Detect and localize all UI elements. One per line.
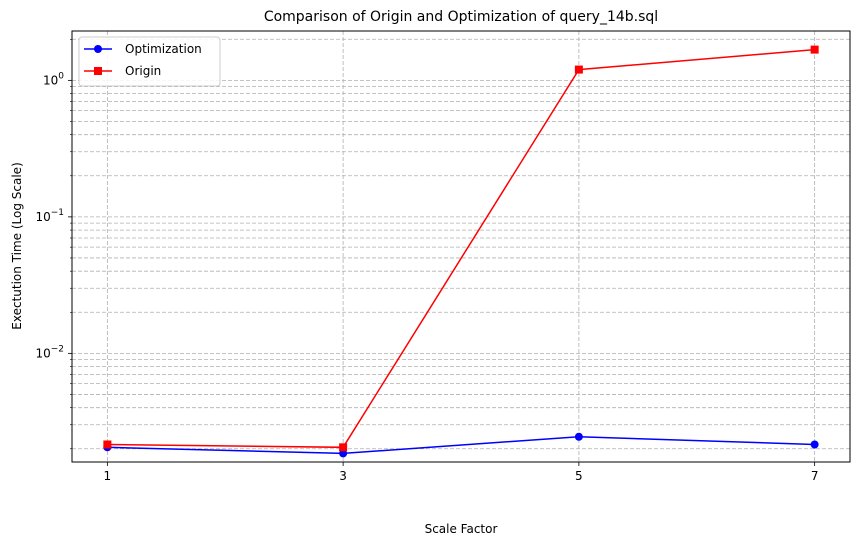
- y-axis-label: Exectution Time (Log Scale): [10, 162, 24, 329]
- y-axis-ticks: 10−2 10−1 100: [35, 38, 72, 450]
- data-point-origin: [574, 65, 583, 74]
- data-point-origin: [103, 440, 112, 449]
- legend-marker-origin: [94, 67, 102, 75]
- data-point-optimization: [574, 432, 583, 441]
- legend-box: [78, 36, 221, 87]
- legend-label-origin: Origin: [125, 64, 161, 78]
- series-line-origin: [107, 48, 815, 449]
- chart-title: Comparison of Origin and Optimization of…: [264, 9, 658, 25]
- data-point-optimization: [810, 440, 819, 449]
- grid-lines: [72, 31, 850, 462]
- y-tick-label: 100: [43, 71, 64, 87]
- legend: Optimization Origin: [78, 36, 221, 87]
- x-axis-ticks: 1 3 5 7: [104, 462, 819, 483]
- legend-marker-optimization: [94, 45, 102, 53]
- y-tick-label: 10−2: [35, 344, 64, 360]
- x-tick-label: 7: [811, 469, 819, 483]
- x-axis-label: Scale Factor: [425, 522, 498, 536]
- data-point-origin: [339, 443, 348, 452]
- series-lines: [103, 45, 819, 458]
- legend-label-optimization: Optimization: [125, 42, 202, 56]
- plot-area-frame: [71, 30, 851, 463]
- x-tick-label: 1: [104, 469, 112, 483]
- data-point-optimization: [339, 449, 348, 458]
- data-point-origin: [810, 45, 819, 54]
- y-tick-label: 10−1: [35, 208, 64, 224]
- x-tick-label: 3: [339, 469, 347, 483]
- x-tick-label: 5: [575, 469, 583, 483]
- series-line-optimization: [107, 435, 815, 455]
